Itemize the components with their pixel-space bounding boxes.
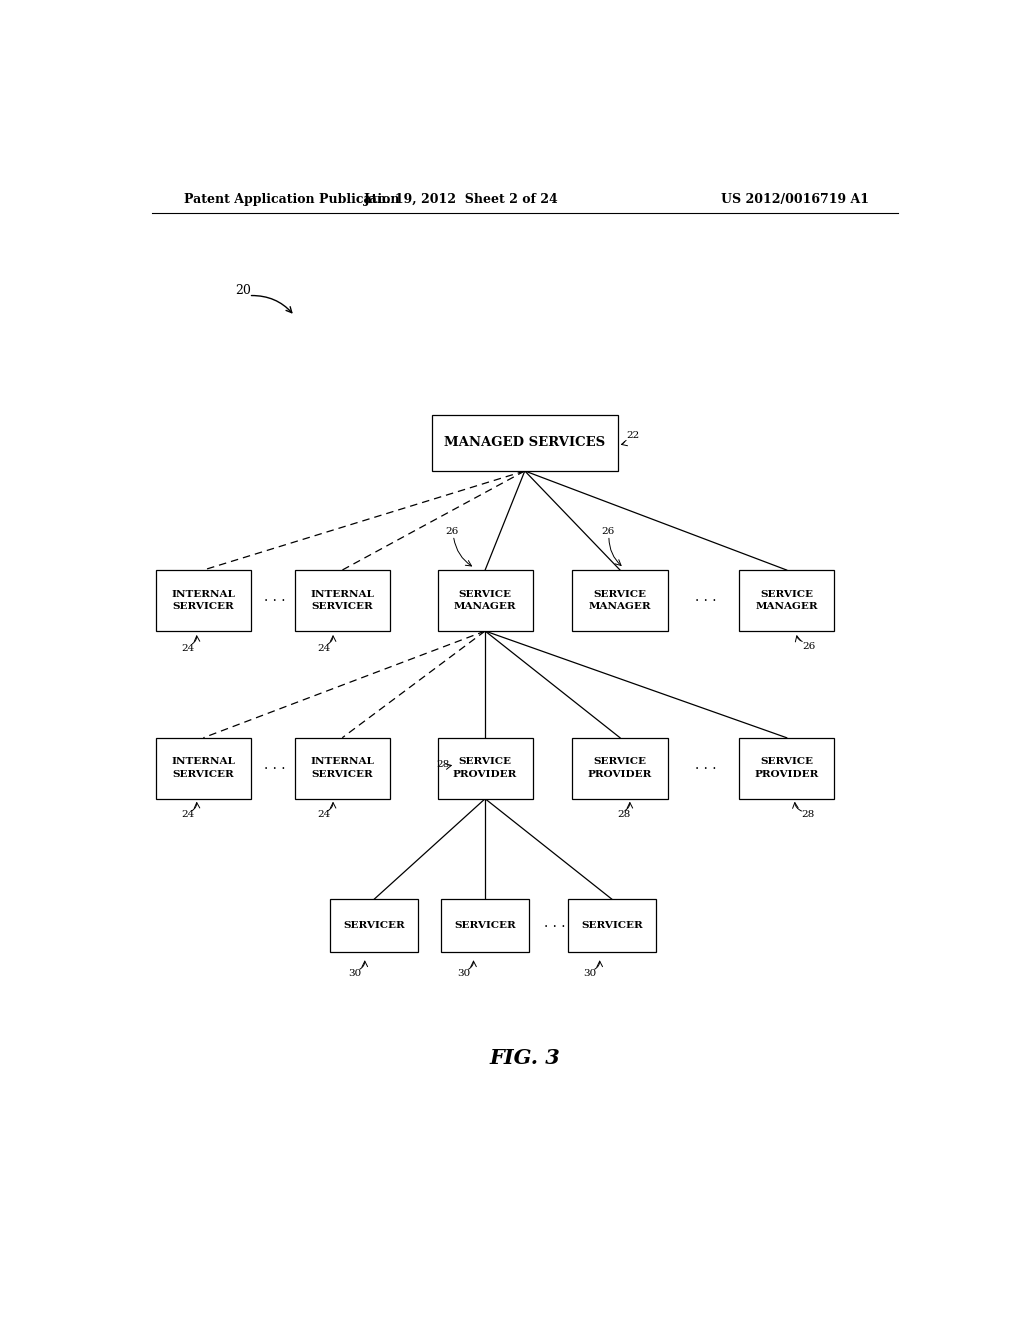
FancyBboxPatch shape xyxy=(739,570,835,631)
Text: . . .: . . . xyxy=(695,590,717,605)
Text: SERVICER: SERVICER xyxy=(582,921,643,931)
Text: 28: 28 xyxy=(436,760,450,768)
Text: 26: 26 xyxy=(445,527,459,536)
Text: 30: 30 xyxy=(458,969,471,978)
Text: . . .: . . . xyxy=(264,758,286,772)
Text: SERVICE
PROVIDER: SERVICE PROVIDER xyxy=(453,758,517,779)
FancyBboxPatch shape xyxy=(295,570,390,631)
FancyBboxPatch shape xyxy=(572,570,668,631)
Text: FIG. 3: FIG. 3 xyxy=(489,1048,560,1068)
Text: 30: 30 xyxy=(584,969,597,978)
Text: SERVICER: SERVICER xyxy=(343,921,404,931)
Text: INTERNAL
SERVICER: INTERNAL SERVICER xyxy=(310,758,374,779)
FancyBboxPatch shape xyxy=(431,414,618,471)
FancyBboxPatch shape xyxy=(156,570,251,631)
FancyBboxPatch shape xyxy=(739,738,835,799)
Text: 24: 24 xyxy=(181,810,195,820)
Text: 26: 26 xyxy=(601,527,614,536)
Text: SERVICE
PROVIDER: SERVICE PROVIDER xyxy=(588,758,652,779)
Text: . . .: . . . xyxy=(695,758,717,772)
Text: 20: 20 xyxy=(236,284,251,297)
Text: INTERNAL
SERVICER: INTERNAL SERVICER xyxy=(171,758,236,779)
Text: 24: 24 xyxy=(316,810,330,820)
Text: 28: 28 xyxy=(801,810,814,820)
FancyBboxPatch shape xyxy=(568,899,655,952)
Text: 24: 24 xyxy=(316,644,330,653)
Text: 30: 30 xyxy=(348,969,361,978)
FancyBboxPatch shape xyxy=(295,738,390,799)
FancyBboxPatch shape xyxy=(437,738,532,799)
FancyBboxPatch shape xyxy=(572,738,668,799)
FancyBboxPatch shape xyxy=(441,899,528,952)
FancyBboxPatch shape xyxy=(156,738,251,799)
Text: 22: 22 xyxy=(627,432,640,441)
Text: 24: 24 xyxy=(181,644,195,653)
FancyBboxPatch shape xyxy=(331,899,418,952)
Text: 28: 28 xyxy=(616,810,630,820)
Text: SERVICE
MANAGER: SERVICE MANAGER xyxy=(589,590,651,611)
Text: . . .: . . . xyxy=(544,916,565,929)
Text: MANAGED SERVICES: MANAGED SERVICES xyxy=(444,437,605,450)
Text: US 2012/0016719 A1: US 2012/0016719 A1 xyxy=(721,193,868,206)
FancyBboxPatch shape xyxy=(437,570,532,631)
Text: SERVICER: SERVICER xyxy=(455,921,516,931)
Text: Patent Application Publication: Patent Application Publication xyxy=(183,193,399,206)
Text: SERVICE
MANAGER: SERVICE MANAGER xyxy=(756,590,818,611)
Text: INTERNAL
SERVICER: INTERNAL SERVICER xyxy=(171,590,236,611)
Text: . . .: . . . xyxy=(264,590,286,605)
Text: SERVICE
PROVIDER: SERVICE PROVIDER xyxy=(755,758,819,779)
Text: INTERNAL
SERVICER: INTERNAL SERVICER xyxy=(310,590,374,611)
Text: Jan. 19, 2012  Sheet 2 of 24: Jan. 19, 2012 Sheet 2 of 24 xyxy=(364,193,559,206)
Text: 26: 26 xyxy=(803,642,816,651)
Text: SERVICE
MANAGER: SERVICE MANAGER xyxy=(454,590,516,611)
